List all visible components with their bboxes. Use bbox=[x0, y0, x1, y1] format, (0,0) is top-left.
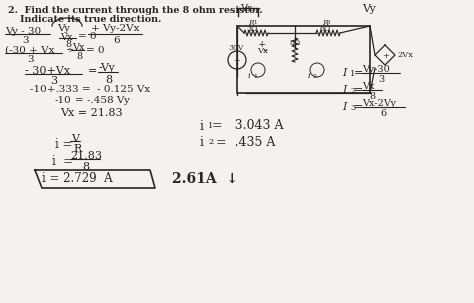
Text: +: + bbox=[382, 52, 389, 60]
Text: 2.  Find the current through the 8 ohm resistor.: 2. Find the current through the 8 ohm re… bbox=[8, 6, 263, 15]
Text: =   3.043 A: = 3.043 A bbox=[212, 119, 283, 132]
Text: + Vy-2Vx: + Vy-2Vx bbox=[91, 24, 139, 33]
Text: i: i bbox=[200, 136, 204, 149]
Text: -10: -10 bbox=[55, 96, 72, 105]
Text: = 0: = 0 bbox=[78, 32, 97, 41]
Text: =: = bbox=[88, 66, 97, 76]
Text: =  .435 A: = .435 A bbox=[212, 136, 275, 149]
Text: Indicate its true direction.: Indicate its true direction. bbox=[20, 15, 161, 24]
Text: Vx = 21.83: Vx = 21.83 bbox=[60, 108, 123, 118]
Text: 2: 2 bbox=[313, 74, 317, 79]
Text: 6: 6 bbox=[113, 36, 119, 45]
Text: i = 2.729  A: i = 2.729 A bbox=[42, 172, 113, 185]
Text: 2: 2 bbox=[208, 138, 213, 146]
Text: 8: 8 bbox=[82, 162, 89, 172]
Text: -10+.333 =  - 0.125 Vx: -10+.333 = - 0.125 Vx bbox=[30, 85, 150, 94]
Text: =: = bbox=[354, 102, 364, 112]
Text: Vy - 30: Vy - 30 bbox=[5, 27, 41, 36]
Text: -Vy: -Vy bbox=[99, 63, 116, 73]
Text: I: I bbox=[342, 68, 346, 78]
Text: R: R bbox=[248, 19, 254, 27]
Text: = -.458 Vy: = -.458 Vy bbox=[75, 96, 130, 105]
Text: 8: 8 bbox=[105, 75, 112, 85]
Bar bbox=[237, 26, 370, 93]
Text: 8: 8 bbox=[76, 52, 82, 61]
Text: 3: 3 bbox=[327, 20, 330, 25]
Text: 1: 1 bbox=[208, 122, 213, 130]
Text: =: = bbox=[354, 85, 364, 95]
Text: i  =: i = bbox=[52, 155, 73, 168]
Text: Vx: Vx bbox=[60, 33, 73, 42]
Text: R: R bbox=[322, 19, 328, 27]
Text: 8: 8 bbox=[65, 40, 71, 49]
Text: 30V: 30V bbox=[228, 44, 243, 52]
Text: 2: 2 bbox=[350, 87, 355, 95]
Text: 3Ω: 3Ω bbox=[246, 25, 257, 33]
Text: 3: 3 bbox=[350, 104, 356, 112]
Text: 8Ω: 8Ω bbox=[290, 39, 301, 47]
Text: 3: 3 bbox=[22, 36, 28, 45]
Text: R: R bbox=[73, 144, 81, 154]
Text: V: V bbox=[71, 134, 79, 144]
Text: i: i bbox=[200, 120, 204, 133]
Text: +: + bbox=[233, 57, 240, 65]
Text: Vx: Vx bbox=[240, 4, 253, 13]
Text: Vx: Vx bbox=[362, 82, 374, 91]
Text: +: + bbox=[258, 40, 266, 49]
Text: 1: 1 bbox=[253, 74, 257, 79]
Text: i =: i = bbox=[55, 138, 73, 151]
Text: I: I bbox=[342, 102, 346, 112]
Text: =: = bbox=[354, 68, 364, 78]
Text: - 30+Vx: - 30+Vx bbox=[25, 66, 70, 76]
Text: Vy: Vy bbox=[362, 4, 376, 14]
Text: 6Ω: 6Ω bbox=[320, 25, 331, 33]
Text: 1: 1 bbox=[253, 20, 256, 25]
Text: 6: 6 bbox=[380, 109, 386, 118]
Text: 3: 3 bbox=[378, 75, 384, 84]
Text: 2.61A  ↓: 2.61A ↓ bbox=[172, 172, 238, 186]
Text: Vy-30: Vy-30 bbox=[362, 65, 390, 74]
Text: 3: 3 bbox=[27, 55, 34, 64]
Text: = 0: = 0 bbox=[86, 46, 105, 55]
Text: 21.83: 21.83 bbox=[70, 151, 102, 161]
Text: i: i bbox=[248, 72, 251, 80]
Text: Vx-2Vy: Vx-2Vy bbox=[362, 99, 396, 108]
Text: 3: 3 bbox=[50, 76, 57, 86]
Text: (-30 + Vx: (-30 + Vx bbox=[5, 46, 55, 55]
Text: 1: 1 bbox=[350, 70, 356, 78]
Text: 2Vx: 2Vx bbox=[397, 51, 413, 59]
Text: Vx: Vx bbox=[72, 43, 84, 52]
Text: I: I bbox=[342, 85, 346, 95]
Text: Vy: Vy bbox=[57, 24, 70, 33]
Text: -: - bbox=[264, 46, 268, 56]
Text: 8: 8 bbox=[369, 92, 375, 101]
Text: Vx: Vx bbox=[257, 47, 268, 55]
Text: ÷: ÷ bbox=[66, 46, 74, 55]
Text: i: i bbox=[308, 72, 310, 80]
